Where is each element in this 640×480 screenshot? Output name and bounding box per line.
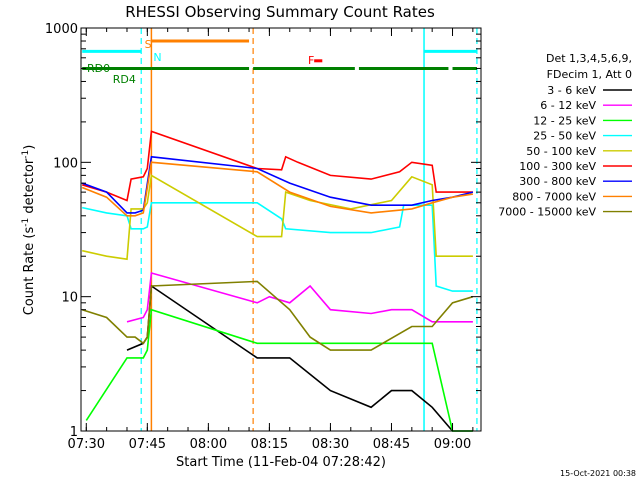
- legend-label-4: 50 - 100 keV: [526, 145, 596, 158]
- x-axis-label: Start Time (11-Feb-04 07:28:42): [176, 455, 386, 470]
- x-axis: 07:30 07:45 08:00 08:15 08:30 08:45 09:00: [68, 28, 474, 452]
- flag-label-rd0: RD0: [87, 62, 110, 75]
- series-line-6: [81, 155, 474, 214]
- y-tick-label-0: 1: [70, 425, 78, 440]
- legend-label-7: 800 - 7000 keV: [512, 190, 596, 203]
- x-tick-label-6: 09:00: [434, 437, 471, 452]
- y-tick-label-3: 1000: [45, 22, 78, 37]
- legend-label-8: 7000 - 15000 keV: [498, 206, 596, 219]
- series-line-5: [81, 130, 473, 202]
- legend-label-3: 25 - 50 keV: [533, 130, 596, 143]
- y-axis-label-sup1: -1: [21, 218, 31, 227]
- y-axis-label-part2: detector: [22, 158, 37, 218]
- series-line-7: [81, 161, 474, 217]
- legend-header-1: Det 1,3,4,5,6,9,: [546, 52, 632, 65]
- y-tick-label-1: 10: [61, 291, 78, 306]
- x-tick-label-0: 07:30: [68, 437, 105, 452]
- x-tick-label-2: 08:00: [190, 437, 227, 452]
- x-tick-label-3: 08:15: [251, 437, 288, 452]
- x-tick-label-1: 07:45: [129, 437, 166, 452]
- y-tick-label-2: 100: [53, 156, 78, 171]
- flag-label-s: S: [145, 38, 152, 51]
- legend-label-5: 100 - 300 keV: [519, 160, 596, 173]
- generation-timestamp: 15-Oct-2021 00:38: [560, 469, 636, 478]
- series-line-3: [82, 202, 473, 292]
- plot-frame: [80, 27, 482, 432]
- series-line-4: [82, 174, 473, 261]
- flag-label-n: N: [153, 51, 161, 64]
- y-axis-label-sup2: -1: [21, 150, 31, 159]
- series-line-8: [81, 280, 474, 351]
- legend: Det 1,3,4,5,6,9, FDecim 1, Att 0 3 - 6 k…: [498, 52, 632, 219]
- legend-label-0: 3 - 6 keV: [547, 84, 596, 97]
- y-axis-label-part3: ): [22, 145, 37, 150]
- y-axis-label: Count Rate (s-1 detector-1): [21, 145, 37, 316]
- series-line-2: [85, 308, 473, 432]
- series-line-1: [126, 271, 473, 323]
- x-tick-label-4: 08:30: [312, 437, 349, 452]
- flag-label-rd4: RD4: [113, 73, 136, 86]
- legend-label-1: 6 - 12 keV: [540, 99, 596, 112]
- y-axis-label-part1: Count Rate (s: [22, 227, 37, 316]
- legend-label-6: 300 - 800 keV: [519, 175, 596, 188]
- legend-label-2: 12 - 25 keV: [533, 114, 596, 127]
- legend-header-2: FDecim 1, Att 0: [547, 68, 632, 81]
- series-line-0: [126, 284, 473, 432]
- flag-label-f: F: [308, 54, 314, 67]
- y-axis: 1 10 100 1000: [45, 22, 481, 440]
- chart-title: RHESSI Observing Summary Count Rates: [125, 3, 435, 21]
- x-tick-label-5: 08:45: [373, 437, 410, 452]
